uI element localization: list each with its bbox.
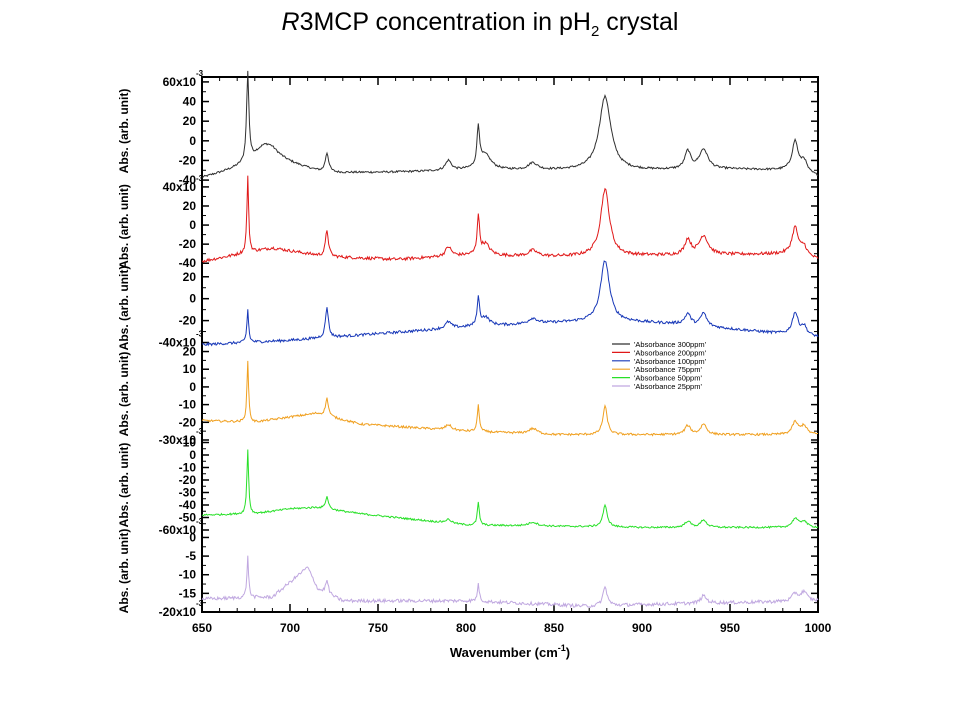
y-scale-exponent: -3 [196,427,204,436]
legend-label: 'Absorbance 300ppm' [634,340,707,349]
y-scale-exponent: -3 [196,69,204,78]
y-tick-label: -10 [179,398,197,412]
series-line [201,175,819,264]
y-tick-label: 0 [189,380,196,394]
y-tick-label: 20 [183,199,197,213]
title-italic: R [281,8,300,36]
x-tick-label: 800 [456,621,476,635]
y-tick-label: -20 [179,237,197,251]
y-axis-label: Abs. (arb. unit) [117,352,131,437]
x-tick-label: 850 [544,621,564,635]
y-tick-label: -10 [179,568,197,582]
x-axis-label: Wavenumber (cm-1) [450,643,570,660]
panel-2: 20 0 -20 -40x10-3 Abs. (arb. unit) [117,260,819,351]
y-tick-label: 40x10 [163,180,197,194]
y-tick-label: -20 [179,314,197,328]
y-tick-label: 0 [189,134,196,148]
y-tick-label: -15 [179,586,197,600]
y-tick-label: 20 [183,345,197,359]
y-tick-label: 0 [189,292,196,306]
y-tick-label: 20 [183,114,197,128]
y-axis-label: Abs. (arb. unit) [117,529,131,614]
chart-title: R3MCP concentration in pH2 crystal [0,8,960,40]
y-tick-label: -40 [179,256,197,270]
plot-frame [201,76,819,613]
y-tick-label: -50 [179,511,197,525]
y-tick-label: 0 [189,530,196,544]
y-axis-label: Abs. (arb. unit) [117,266,131,351]
y-tick-label: -40 [179,173,197,187]
y-scale-exponent: -3 [196,599,204,608]
y-tick-label: 40 [183,95,197,109]
legend-label: 'Absorbance 25ppm' [634,382,702,391]
y-scale-exponent: -3 [196,330,204,339]
y-axis-label: Abs. (arb. unit) [117,89,131,174]
y-scale-exponent: -3 [196,174,204,183]
y-scale-exponent: -3 [196,517,204,526]
y-tick-label: -5 [185,549,196,563]
legend-label: 'Absorbance 200ppm' [634,348,707,357]
y-tick-label: -10 [179,461,197,475]
y-tick-label: -20 [179,473,197,487]
panel-4: 100-10-20-30-40-50-60x10-3 Abs. (arb. uni… [117,436,819,537]
y-tick-label: 20 [183,270,197,284]
panel-1: 40x10-3 20 0 -20 -40 Abs. (arb. unit) [117,174,819,270]
y-tick-label: -60x10 [159,523,197,537]
title-tail: crystal [599,8,679,36]
y-tick-label: -20 [179,153,197,167]
x-tick-label: 1000 [805,621,832,635]
y-tick-label: 10 [183,436,197,450]
series-line [201,70,819,178]
y-tick-label: 0 [189,448,196,462]
legend-label: 'Absorbance 75ppm' [634,365,702,374]
series-line [201,449,819,530]
y-tick-label: -20x10 [159,605,197,619]
y-tick-label: -40x10 [159,336,197,350]
y-axis-label: Abs. (arb. unit) [117,443,131,528]
x-tick-label: 700 [280,621,300,635]
series-line [201,360,818,437]
x-tick-label: 900 [632,621,652,635]
y-tick-label: -30 [179,486,197,500]
series-line [201,555,819,609]
series-line [201,260,819,347]
title-main: 3MCP concentration in pH [299,8,591,36]
panel-5: 0 -5 -10 -15 -20x10-3 Abs. (arb. unit) [117,529,819,619]
y-tick-label: 60x10 [163,75,197,89]
legend-label: 'Absorbance 50ppm' [634,374,702,383]
x-tick-label: 750 [368,621,388,635]
panel-3: 20 10 0 -10 -20 -30x10-3 Abs. (arb. unit) [117,345,818,447]
y-tick-label: 0 [189,218,196,232]
y-tick-label: 10 [183,362,197,376]
y-tick-label: -30x10 [159,433,197,447]
y-axis-label: Abs. (arb. unit) [117,184,131,269]
x-tick-label: 650 [192,621,212,635]
legend-label: 'Absorbance 100ppm' [634,357,707,366]
x-tick-label: 950 [720,621,740,635]
title-subscript: 2 [590,23,600,40]
y-tick-label: -20 [179,415,197,429]
y-tick-label: -40 [179,498,197,512]
